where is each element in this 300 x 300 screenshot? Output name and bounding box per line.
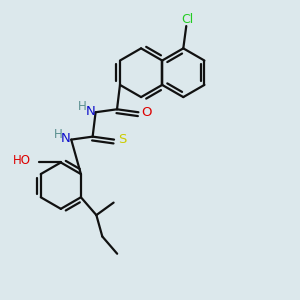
Text: O: O (142, 106, 152, 119)
Text: S: S (118, 133, 127, 146)
Text: H: H (53, 128, 62, 141)
Text: Cl: Cl (182, 13, 194, 26)
Text: N: N (85, 105, 95, 118)
Text: HO: HO (13, 154, 31, 167)
Text: H: H (78, 100, 87, 113)
Text: N: N (61, 132, 71, 145)
